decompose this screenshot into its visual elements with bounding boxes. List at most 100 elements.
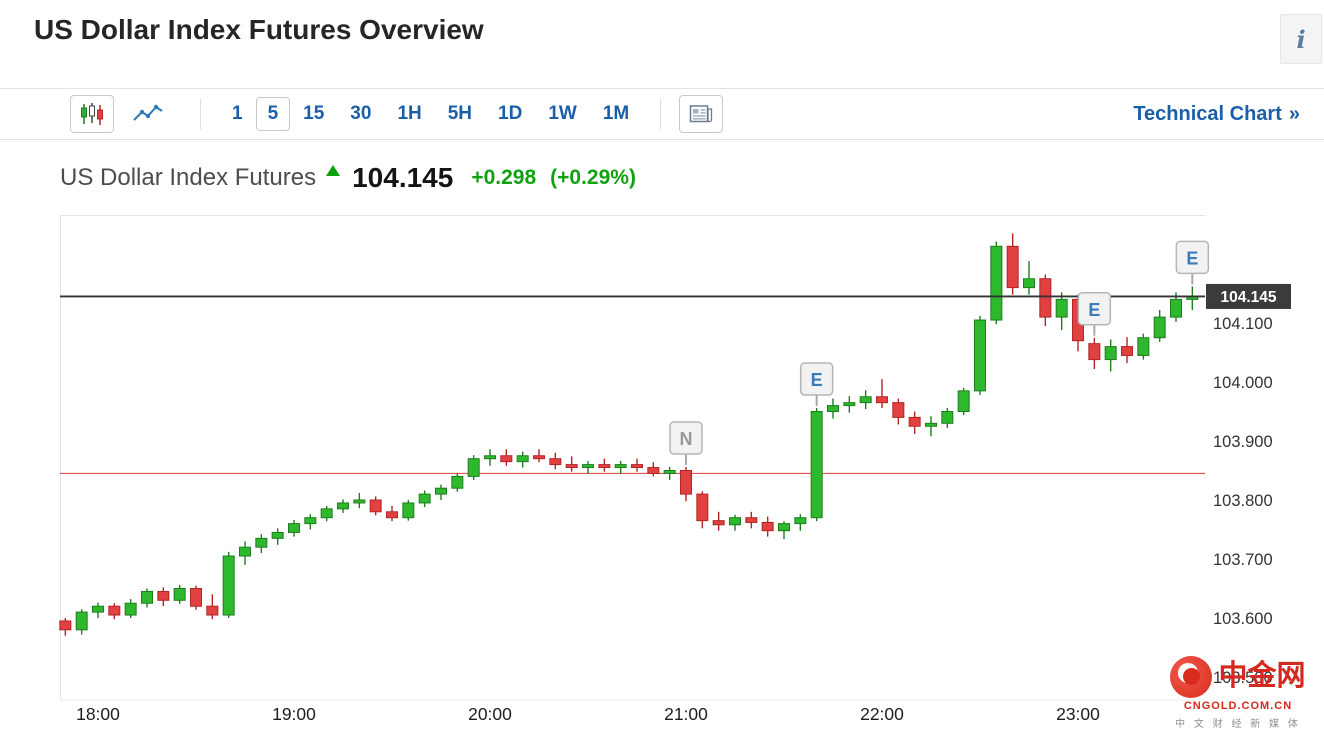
current-price-tag: 104.145: [1206, 283, 1291, 309]
candle-body: [745, 517, 758, 523]
candle-body: [1088, 343, 1101, 361]
candlestick-chart-type-button[interactable]: [70, 95, 114, 133]
candle-body: [843, 402, 856, 407]
candle-body: [974, 319, 986, 392]
candle-body: [565, 464, 578, 469]
candle-22:35: [990, 241, 1003, 325]
candle-body: [957, 390, 970, 413]
candle-17:55: [75, 609, 88, 635]
candle-22:25: [957, 387, 970, 416]
candle-20:00: [484, 449, 496, 466]
time-axis-label: 19:00: [272, 704, 316, 724]
event-marker-E-23:05[interactable]: E: [1077, 292, 1112, 336]
candle-21:50: [843, 396, 856, 413]
candle-body: [141, 590, 153, 604]
interval-button-1w[interactable]: 1W: [535, 96, 590, 132]
candle-body: [1039, 278, 1052, 318]
candle-21:00: [680, 466, 692, 502]
candle-22:05: [892, 398, 905, 425]
candle-body: [549, 458, 562, 466]
event-marker-N-21:00[interactable]: N: [669, 421, 703, 465]
price-chart[interactable]: Investing.comNEEE104.100104.000103.90010…: [0, 215, 1324, 734]
candle-body: [876, 396, 888, 404]
candle-body: [484, 455, 496, 460]
candle-21:40: [810, 407, 823, 522]
candle-body: [892, 402, 905, 418]
candle-23:10: [1104, 339, 1117, 372]
candle-body: [255, 537, 268, 548]
interval-button-5[interactable]: 5: [255, 97, 291, 131]
candle-body: [761, 521, 774, 532]
candle-20:55: [663, 466, 676, 480]
candle-20:40: [614, 461, 627, 475]
event-marker-E-23:35[interactable]: E: [1175, 240, 1210, 285]
candle-19:50: [451, 472, 464, 492]
price-axis-label: 103.900: [1213, 433, 1273, 451]
candle-20:05: [500, 449, 513, 466]
candle-body: [647, 467, 660, 474]
instrument-name: US Dollar Index Futures: [60, 163, 317, 191]
technical-chart-link[interactable]: Technical Chart »: [1133, 103, 1306, 126]
interval-button-15[interactable]: 15: [290, 96, 337, 132]
candle-body: [925, 422, 937, 427]
candle-body: [663, 470, 676, 474]
candle-body: [206, 605, 219, 616]
candle-body: [1121, 346, 1133, 356]
candle-22:10: [908, 411, 921, 434]
candle-19:00: [288, 520, 300, 537]
candle-18:10: [124, 599, 137, 618]
event-marker-box: [1077, 292, 1112, 326]
candle-18:15: [141, 588, 153, 608]
cngold-branding: 中金网 CNGOLD.COM.CN 中 文 财 经 新 媒 体: [1158, 656, 1318, 730]
candle-18:35: [206, 594, 219, 620]
newspaper-icon: [689, 105, 713, 123]
event-marker-box: [799, 362, 834, 396]
info-icon: i: [1296, 24, 1306, 54]
candle-body: [778, 523, 790, 532]
candle-19:40: [418, 490, 431, 508]
time-axis-label: 18:00: [76, 704, 120, 724]
news-events-button[interactable]: [679, 95, 724, 133]
chart-area[interactable]: Investing.comNEEE104.100104.000103.90010…: [0, 215, 1324, 734]
interval-button-30[interactable]: 30: [337, 96, 384, 132]
interval-button-1m[interactable]: 1M: [590, 96, 642, 132]
cngold-domain: CNGOLD.COM.CN: [1183, 700, 1293, 712]
candle-body: [418, 493, 431, 504]
candle-body: [157, 590, 170, 601]
candle-body: [1104, 346, 1117, 361]
price-change-percent: (+0.29%): [550, 165, 636, 189]
candle-21:25: [761, 516, 774, 537]
interval-button-1h[interactable]: 1H: [384, 96, 434, 132]
candle-body: [696, 493, 709, 522]
candle-body: [1137, 337, 1150, 356]
info-button[interactable]: i: [1280, 14, 1322, 64]
quote-header: US Dollar Index Futures 104.145 +0.298 (…: [0, 140, 1324, 215]
line-chart-type-button[interactable]: [126, 95, 170, 133]
price-axis-label: 104.000: [1213, 374, 1273, 392]
candle-21:10: [712, 511, 725, 531]
candle-19:20: [353, 492, 366, 509]
candle-17:50: [59, 618, 72, 636]
candle-body: [712, 520, 725, 526]
interval-button-5h[interactable]: 5H: [435, 96, 485, 132]
event-marker-label: E: [1186, 248, 1198, 268]
candle-22:45: [1023, 261, 1035, 295]
candle-21:55: [859, 390, 872, 410]
interval-button-1[interactable]: 1: [219, 96, 256, 132]
interval-button-1d[interactable]: 1D: [485, 96, 535, 132]
candle-22:00: [876, 379, 888, 408]
candle-19:10: [320, 505, 333, 522]
page-title: US Dollar Index Futures Overview: [34, 14, 484, 45]
price-axis-label: 104.100: [1213, 315, 1273, 333]
cngold-logo-row: 中金网: [1158, 656, 1318, 698]
event-marker-E-21:40[interactable]: E: [799, 362, 834, 406]
candle-body: [337, 502, 349, 510]
candle-18:05: [108, 603, 121, 620]
candle-body: [467, 458, 480, 477]
price-axis-label: 103.700: [1213, 551, 1273, 569]
candle-18:55: [271, 528, 284, 545]
candle-21:15: [729, 514, 741, 531]
candle-22:50: [1039, 274, 1052, 326]
candle-body: [859, 396, 872, 404]
